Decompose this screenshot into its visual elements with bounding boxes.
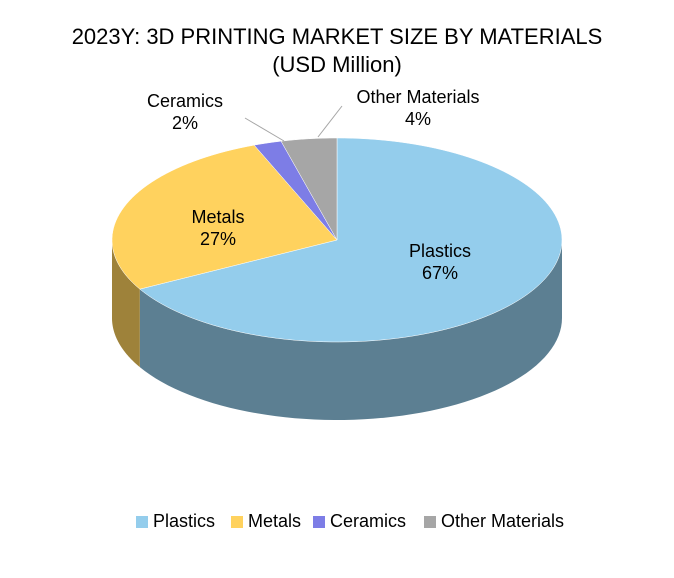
chart-title: 2023Y: 3D PRINTING MARKET SIZE BY MATERI… — [72, 24, 603, 49]
data-label-name: Ceramics — [147, 91, 223, 111]
legend-label: Metals — [248, 511, 301, 531]
slice-side — [139, 240, 562, 420]
data-label-name: Metals — [191, 207, 244, 227]
data-label-name: Other Materials — [356, 87, 479, 107]
slice — [139, 137, 563, 343]
slice-side — [112, 240, 140, 368]
chart-subtitle: (USD Million) — [272, 52, 402, 77]
data-label-value: 67% — [422, 263, 458, 283]
legend-swatch — [313, 516, 325, 528]
leader-line — [317, 105, 343, 138]
legend-label: Other Materials — [441, 511, 564, 531]
data-label-value: 27% — [200, 229, 236, 249]
leader-line — [244, 117, 285, 142]
data-label-value: 2% — [172, 113, 198, 133]
legend-label: Plastics — [153, 511, 215, 531]
legend-swatch — [231, 516, 243, 528]
legend-swatch — [424, 516, 436, 528]
legend-swatch — [136, 516, 148, 528]
data-label-name: Plastics — [409, 241, 471, 261]
slice — [280, 137, 338, 241]
slice — [111, 144, 338, 290]
legend-label: Ceramics — [330, 511, 406, 531]
data-label-value: 4% — [405, 109, 431, 129]
